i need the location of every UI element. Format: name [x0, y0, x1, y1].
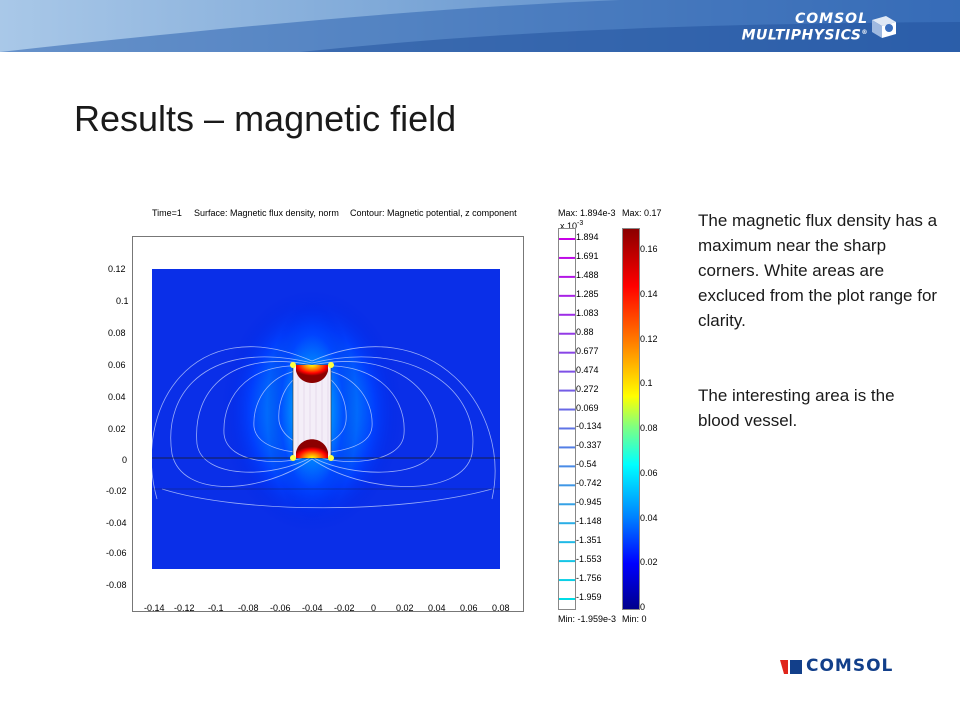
surface-max-label: Max: 0.17 [622, 208, 662, 218]
contour-tick-label: -0.337 [576, 440, 602, 451]
contour-tick-label: 0.069 [576, 402, 599, 413]
contour-tick-label: 1.488 [576, 269, 599, 280]
contour-tick-label: -0.54 [576, 459, 597, 470]
surface-tick-label: 0 [640, 602, 646, 612]
contour-tick-label: -0.945 [576, 497, 602, 508]
surface-tick-label: 0.14 [640, 289, 658, 300]
slide-title: Results – magnetic field [74, 98, 457, 139]
y-tick: -0.06 [106, 548, 127, 558]
multiphysics-cube-icon [872, 16, 896, 38]
plot-caption-time: Time=1 [152, 208, 182, 218]
contour-tick-label: -1.553 [576, 554, 602, 565]
x-tick: 0.06 [460, 603, 478, 613]
magnetic-field-surface-plot [152, 269, 500, 569]
x-tick: -0.04 [302, 603, 323, 613]
y-tick: 0.06 [108, 360, 126, 370]
y-tick: -0.02 [106, 486, 127, 496]
contour-tick-label: 1.285 [576, 288, 599, 299]
contour-tick-label: 1.083 [576, 307, 599, 318]
notes-paragraph-2: The interesting area is the blood vessel… [698, 386, 895, 430]
contour-max-label: Max: 1.894e-3 [558, 208, 616, 218]
contour-tick-label: -1.148 [576, 516, 602, 527]
contour-tick-label: 0.474 [576, 364, 599, 375]
y-tick: 0.08 [108, 328, 126, 338]
contour-min-label: Min: -1.959e-3 [558, 614, 617, 624]
header-banner: COMSOL MULTIPHYSICS® [0, 0, 960, 52]
surface-tick-label: 0.1 [640, 378, 653, 389]
notes-panel: The magnetic flux density has a maximum … [698, 208, 938, 433]
plot-caption-surface: Surface: Magnetic flux density, norm [194, 208, 339, 218]
contour-tick-label: -1.959 [576, 592, 602, 602]
surface-tick-label: 0.16 [640, 244, 658, 255]
y-tick: -0.08 [106, 580, 127, 590]
surface-tick-label: 0.04 [640, 512, 658, 523]
comsol-mark-icon [780, 660, 802, 674]
y-tick: 0.02 [108, 424, 126, 434]
y-tick: 0.12 [108, 264, 126, 274]
contour-tick-label: 0.88 [576, 326, 594, 337]
y-tick: 0.1 [116, 296, 129, 306]
contour-tick-label: -1.351 [576, 535, 602, 546]
x-tick: 0.08 [492, 603, 510, 613]
contour-legend-lines [559, 238, 575, 600]
contour-tick-label: -0.134 [576, 421, 602, 432]
surface-tick-label: 0.06 [640, 467, 658, 478]
plot-caption-contour: Contour: Magnetic potential, z component [350, 208, 517, 218]
x-tick: -0.02 [334, 603, 355, 613]
surface-tick-label: 0.08 [640, 423, 658, 434]
y-tick: 0.04 [108, 392, 126, 402]
x-tick: -0.08 [238, 603, 259, 613]
surface-min-label: Min: 0 [622, 614, 647, 624]
x-tick: -0.14 [144, 603, 165, 613]
contour-tick-label: -1.756 [576, 573, 602, 584]
notes-paragraph-1: The magnetic flux density has a maximum … [698, 211, 938, 330]
x-tick: -0.1 [208, 603, 224, 613]
y-tick: 0 [122, 455, 128, 465]
surface-tick-label: 0.12 [640, 333, 658, 344]
contour-scale-label: x 10-3 [560, 220, 584, 231]
comsol-multiphysics-logo: COMSOL MULTIPHYSICS® [741, 11, 868, 44]
banner-swoosh [0, 0, 960, 52]
x-tick: -0.06 [270, 603, 291, 613]
contour-tick-label: 0.272 [576, 383, 599, 394]
x-tick: 0.02 [396, 603, 414, 613]
contour-tick-label: 1.894 [576, 232, 599, 242]
x-tick: 0.04 [428, 603, 446, 613]
x-tick: -0.12 [174, 603, 195, 613]
contour-tick-label: -0.742 [576, 478, 602, 489]
surface-tick-label: 0.02 [640, 557, 658, 568]
y-tick: -0.04 [106, 518, 127, 528]
surface-colorbar [622, 228, 640, 610]
x-tick: 0 [371, 603, 377, 613]
contour-colorbar [558, 228, 576, 610]
contour-tick-label: 1.691 [576, 250, 599, 261]
contour-tick-label: 0.677 [576, 345, 599, 356]
